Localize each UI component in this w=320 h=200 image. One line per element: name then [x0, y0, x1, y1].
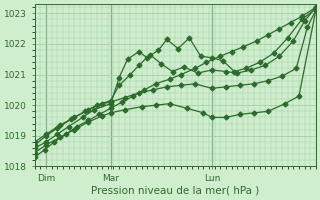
- X-axis label: Pression niveau de la mer( hPa ): Pression niveau de la mer( hPa ): [91, 186, 260, 196]
